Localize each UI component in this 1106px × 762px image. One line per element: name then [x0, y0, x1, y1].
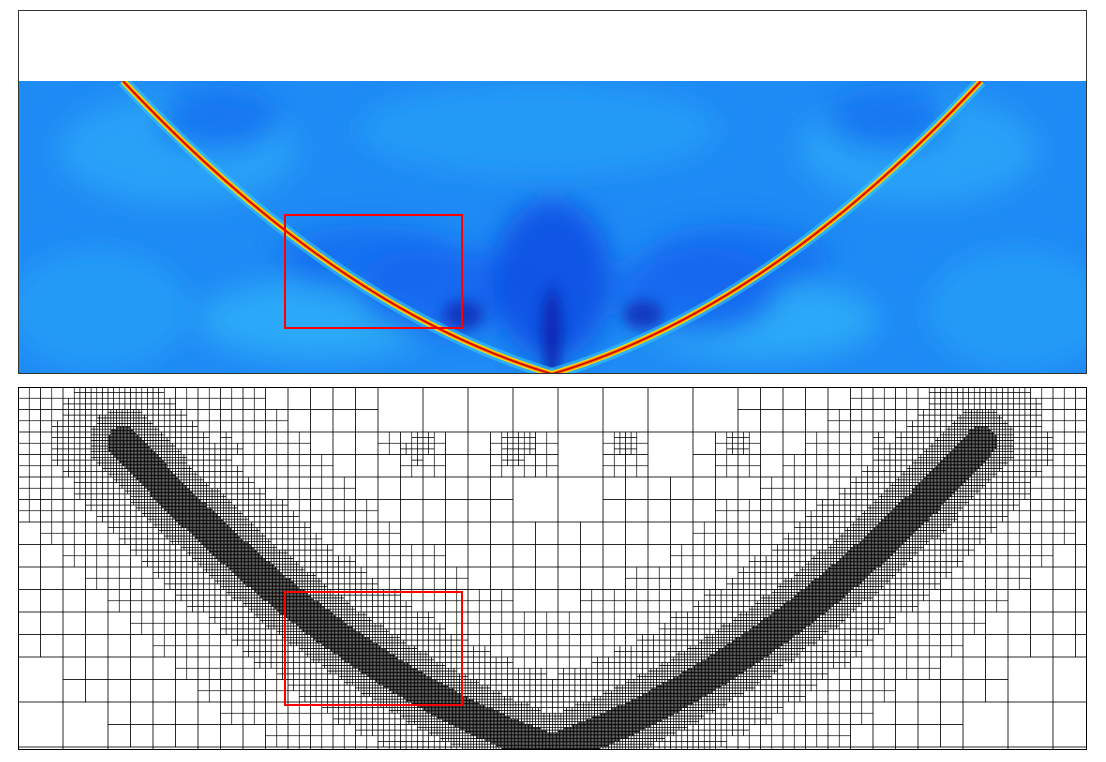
zoom-highlight-box — [284, 214, 463, 329]
mesh-cells — [18, 387, 1087, 750]
crack-band — [118, 81, 986, 374]
empty-region — [18, 10, 1087, 81]
panel-frame — [18, 387, 1087, 750]
phase-field-plot — [18, 10, 1087, 374]
adaptive-mesh-plot — [18, 387, 1087, 750]
contour-field — [18, 81, 1087, 374]
phase-field-canvas — [18, 10, 1087, 374]
mesh-canvas — [18, 387, 1087, 750]
panel-frame — [18, 10, 1087, 374]
zoom-highlight-box — [284, 591, 463, 706]
